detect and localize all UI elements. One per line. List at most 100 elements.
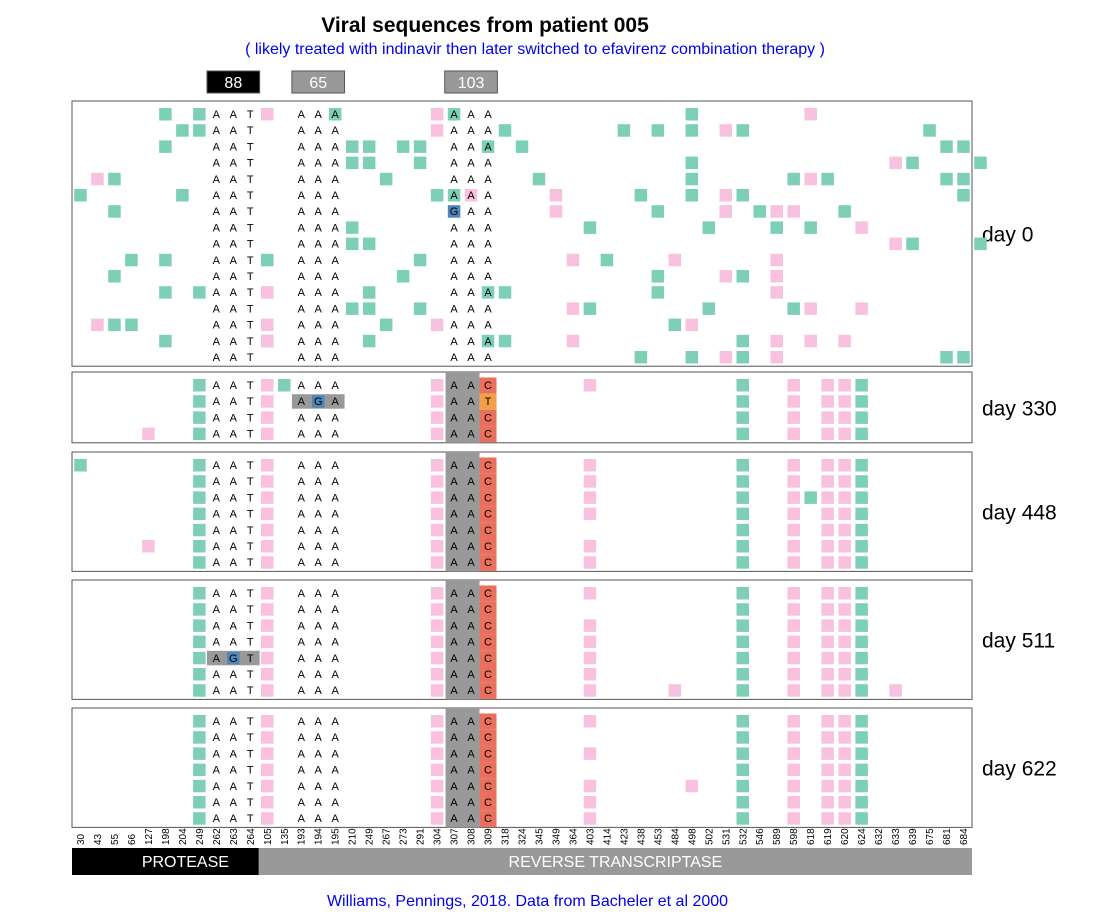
nucleotide-letter: A: [213, 716, 221, 728]
mutation-square: [736, 779, 750, 793]
mutation-square: [261, 715, 274, 728]
mutation-square: [787, 540, 800, 553]
mutation-square: [940, 172, 953, 186]
nucleotide-letter: A: [484, 222, 492, 234]
nucleotide-letter: A: [467, 336, 475, 348]
nucleotide-letter: A: [230, 125, 238, 137]
mutation-square: [855, 540, 868, 553]
nucleotide-letter: A: [332, 637, 340, 649]
mutation-square: [736, 619, 750, 632]
mutation-square: [974, 237, 987, 251]
mutation-square: [193, 668, 206, 681]
mutation-square: [261, 747, 274, 760]
nucleotide-letter: A: [230, 476, 238, 488]
nucleotide-letter: A: [315, 492, 323, 504]
mutation-square: [736, 523, 750, 537]
nucleotide-letter: A: [467, 206, 475, 218]
nucleotide-letter: A: [484, 287, 492, 299]
nucleotide-letter: A: [230, 174, 238, 186]
nucleotide-letter: T: [247, 352, 254, 364]
mutation-square: [702, 302, 716, 315]
mutation-square: [583, 812, 597, 825]
mutation-square: [685, 108, 699, 121]
nucleotide-letter: A: [298, 765, 306, 777]
mutation-square: [719, 270, 733, 283]
position-tick-label: 198: [161, 828, 172, 845]
mutation-square: [685, 351, 699, 364]
codon-header-box: [291, 70, 346, 94]
nucleotide-letter: T: [247, 716, 254, 728]
nucleotide-letter: A: [450, 109, 458, 121]
nucleotide-letter: A: [332, 222, 340, 234]
mutation-square: [787, 747, 800, 760]
nucleotide-letter: G: [229, 653, 238, 665]
mutation-square: [838, 334, 851, 348]
nucleotide-letter: A: [298, 797, 306, 809]
nucleotide-letter: A: [213, 685, 221, 697]
mutation-square: [736, 556, 750, 569]
nucleotide-letter: T: [247, 380, 254, 392]
nucleotide-letter: A: [298, 429, 306, 441]
nucleotide-letter: A: [298, 685, 306, 697]
mutation-square: [787, 651, 800, 665]
mutation-square: [838, 684, 851, 697]
nucleotide-letter: A: [467, 588, 475, 600]
nucleotide-letter: A: [298, 287, 306, 299]
mutation-square: [193, 108, 206, 121]
mutation-square: [855, 475, 868, 488]
mutation-square: [685, 172, 699, 186]
mutation-square: [430, 459, 444, 472]
mutation-square: [345, 237, 359, 251]
mutation-square: [430, 556, 444, 569]
mutation-square: [379, 318, 393, 332]
mutation-square: [261, 459, 274, 472]
nucleotide-letter: A: [315, 669, 323, 681]
nucleotide-letter: A: [315, 620, 323, 632]
mutation-square: [261, 253, 274, 267]
mutation-square: [855, 459, 868, 472]
nucleotide-letter: A: [332, 336, 340, 348]
panel-frame: [71, 579, 973, 700]
mutation-square: [838, 205, 851, 218]
mutation-square: [957, 172, 970, 186]
nucleotide-letter: A: [315, 380, 323, 392]
mutation-square: [193, 459, 206, 472]
mutation-square: [838, 619, 851, 632]
mutation-square: [345, 221, 359, 234]
mutation-square: [261, 684, 274, 697]
mutation-square: [261, 411, 274, 424]
mutation-square: [821, 715, 834, 728]
nucleotide-letter: A: [467, 320, 475, 332]
mutation-square: [719, 189, 733, 202]
mutation-square: [108, 205, 121, 218]
nucleotide-letter: A: [332, 158, 340, 170]
nucleotide-letter: A: [332, 716, 340, 728]
nucleotide-letter: A: [332, 685, 340, 697]
nucleotide-letter: A: [450, 158, 458, 170]
mutation-square: [74, 459, 87, 472]
nucleotide-letter: A: [467, 797, 475, 809]
nucleotide-letter: T: [247, 255, 254, 267]
chart-subtitle: ( likely treated with indinavir then lat…: [245, 41, 825, 58]
mutation-square: [787, 635, 800, 649]
position-tick-label: 438: [636, 828, 647, 845]
resistance-cell: [479, 554, 497, 571]
mutation-square: [159, 140, 172, 153]
mutation-square: [736, 459, 750, 472]
mutation-square: [685, 189, 699, 202]
nucleotide-letter: T: [247, 109, 254, 121]
mutation-square: [736, 411, 750, 424]
nucleotide-letter: C: [484, 781, 492, 793]
nucleotide-letter: T: [485, 396, 492, 408]
nucleotide-letter: A: [315, 525, 323, 537]
mutation-square: [193, 491, 206, 504]
nucleotide-letter: A: [213, 125, 221, 137]
nucleotide-letter: A: [213, 255, 221, 267]
mutation-square: [261, 763, 274, 777]
mutation-square: [176, 189, 189, 202]
mutation-square: [889, 156, 902, 170]
mutation-square: [736, 540, 750, 553]
mutation-square: [430, 523, 444, 537]
nucleotide-letter: A: [315, 509, 323, 521]
nucleotide-letter: A: [230, 380, 238, 392]
